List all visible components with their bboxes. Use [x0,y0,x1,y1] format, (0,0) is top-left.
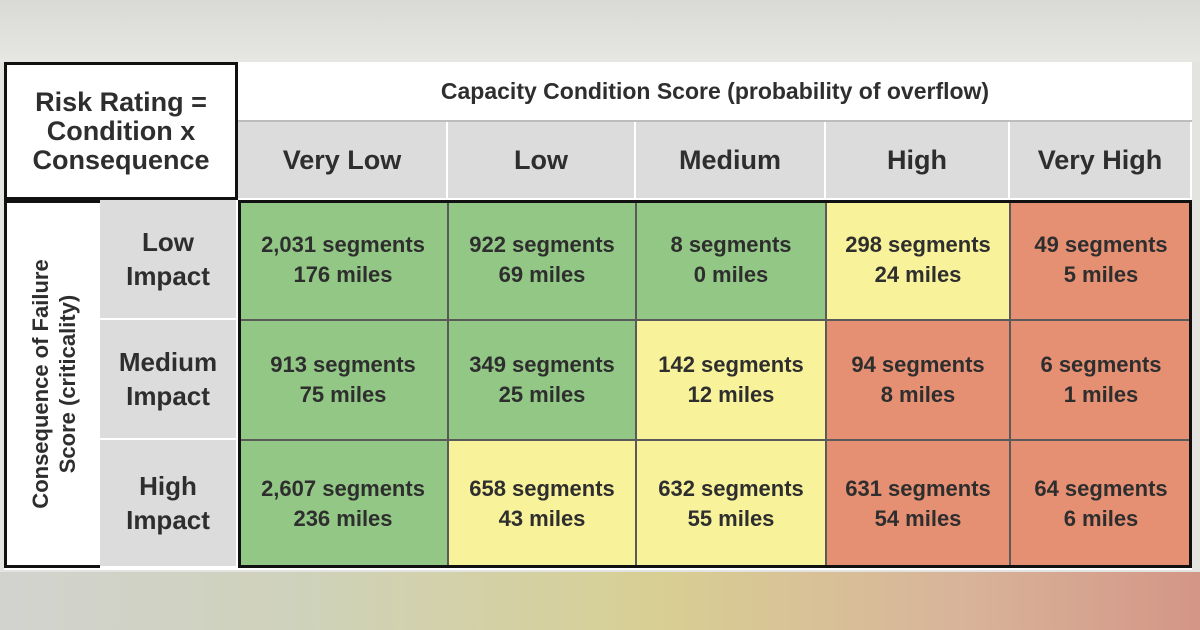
segments-value: 349 segments [469,352,615,377]
segments-value: 922 segments [469,232,615,257]
corner-line: Condition x [46,115,196,146]
matrix-cell: 49 segments 5 miles [1010,200,1192,320]
row-header-line: Impact [126,505,210,535]
row-group-title-text: Consequence of Failure Score (criticalit… [27,259,81,508]
column-header-medium: Medium [636,122,826,200]
row-header-medium-impact: Medium Impact [100,320,238,440]
row-group-title-line: Score (criticality) [54,294,80,474]
matrix-cell: 64 segments 6 miles [1010,440,1192,568]
segments-value: 658 segments [469,476,615,501]
miles-value: 24 miles [874,262,962,287]
matrix-cell: 142 segments 12 miles [636,320,826,440]
segments-value: 64 segments [1034,476,1168,501]
miles-value: 8 miles [880,382,956,407]
miles-value: 6 miles [1063,506,1139,531]
matrix-cell: 2,031 segments 176 miles [238,200,448,320]
miles-value: 43 miles [498,506,586,531]
column-header-high: High [826,122,1010,200]
miles-value: 0 miles [693,262,769,287]
matrix-cell: 94 segments 8 miles [826,320,1010,440]
segments-value: 8 segments [670,232,792,257]
miles-value: 1 miles [1063,382,1139,407]
matrix-cell: 8 segments 0 miles [636,200,826,320]
matrix-cell: 6 segments 1 miles [1010,320,1192,440]
row-header-line: Impact [126,261,210,291]
matrix-cell: 349 segments 25 miles [448,320,636,440]
miles-value: 69 miles [498,262,586,287]
matrix-cell: 922 segments 69 miles [448,200,636,320]
corner-line: Risk Rating = [35,86,207,117]
segments-value: 2,607 segments [261,476,425,501]
row-header-line: Medium [118,347,218,377]
segments-value: 142 segments [658,352,804,377]
segments-value: 94 segments [851,352,985,377]
miles-value: 5 miles [1063,262,1139,287]
corner-line: Consequence [32,144,210,175]
row-header-line: Impact [126,381,210,411]
segments-value: 2,031 segments [261,232,425,257]
row-group-title: Consequence of Failure Score (criticalit… [4,200,100,568]
background-bottom [0,572,1200,630]
column-header-low: Low [448,122,636,200]
miles-value: 176 miles [293,262,393,287]
segments-value: 6 segments [1040,352,1162,377]
background-top [0,0,1200,62]
row-header-high-impact: High Impact [100,440,238,568]
matrix-cell: 631 segments 54 miles [826,440,1010,568]
miles-value: 75 miles [299,382,387,407]
miles-value: 12 miles [687,382,775,407]
column-header-very-low: Very Low [238,122,448,200]
corner-label: Risk Rating = Condition x Consequence [4,62,238,200]
segments-value: 631 segments [845,476,991,501]
matrix-cell: 658 segments 43 miles [448,440,636,568]
segments-value: 298 segments [845,232,991,257]
row-header-low-impact: Low Impact [100,200,238,320]
miles-value: 54 miles [874,506,962,531]
miles-value: 55 miles [687,506,775,531]
matrix-cell: 2,607 segments 236 miles [238,440,448,568]
risk-matrix: Risk Rating = Condition x Consequence Ca… [4,62,1192,570]
row-group-title-line: Consequence of Failure [27,259,53,509]
miles-value: 25 miles [498,382,586,407]
segments-value: 913 segments [270,352,416,377]
row-header-line: High [139,471,197,501]
matrix-cell: 632 segments 55 miles [636,440,826,568]
column-header-very-high: Very High [1010,122,1192,200]
row-header-line: Low [142,227,194,257]
matrix-cell: 913 segments 75 miles [238,320,448,440]
miles-value: 236 miles [293,506,393,531]
column-group-title: Capacity Condition Score (probability of… [238,62,1192,122]
segments-value: 632 segments [658,476,804,501]
matrix-cell: 298 segments 24 miles [826,200,1010,320]
segments-value: 49 segments [1034,232,1168,257]
